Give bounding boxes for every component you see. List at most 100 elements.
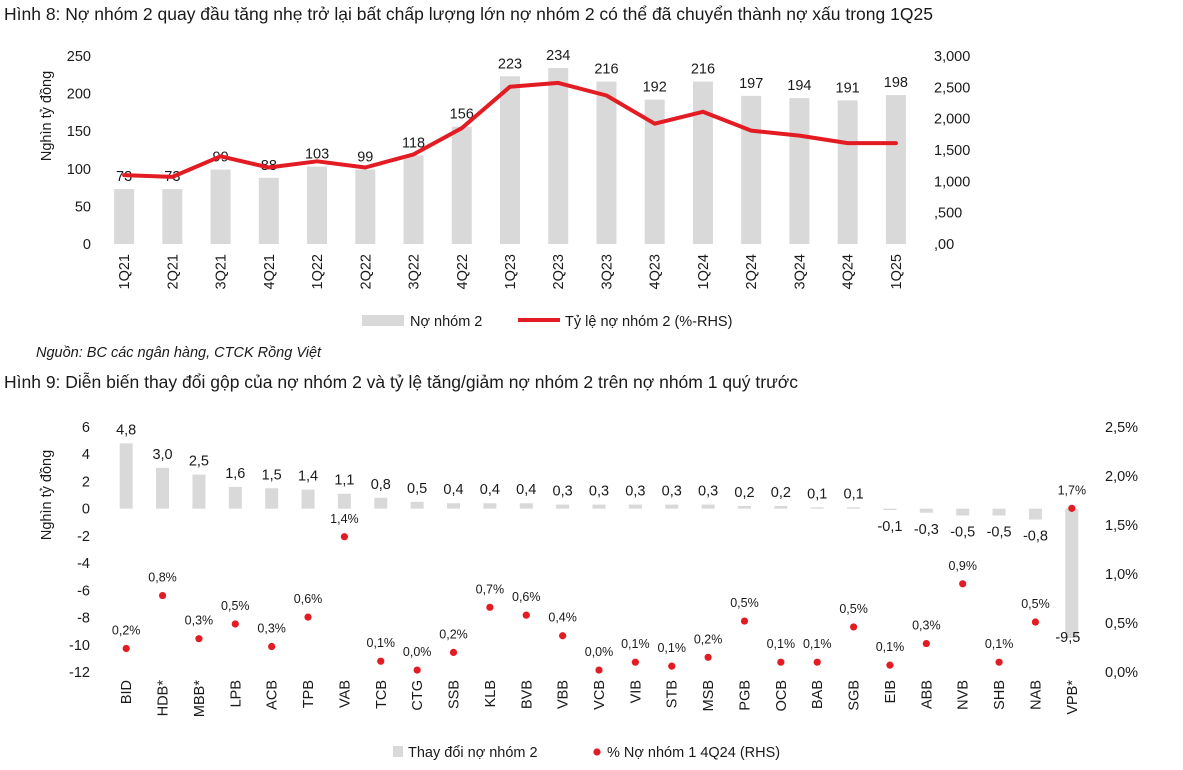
scatter-value-label: 0,6% xyxy=(294,592,323,606)
scatter-point xyxy=(122,644,130,653)
bar xyxy=(810,507,824,509)
y-tick-label: 2 xyxy=(82,474,90,490)
x-tick-label: MBB* xyxy=(192,680,208,717)
y-tick-label: 0 xyxy=(83,237,91,253)
legend-bar-label: Thay đổi nợ nhóm 2 xyxy=(408,745,538,761)
x-tick-label: SGB xyxy=(847,680,863,711)
x-tick-label: ACB xyxy=(265,680,281,710)
scatter-value-label: 0,2% xyxy=(112,623,141,637)
bar xyxy=(337,493,351,509)
scatter-point xyxy=(340,533,349,541)
bar xyxy=(410,501,424,509)
x-tick-label: BVB xyxy=(519,680,535,709)
y-tick-label: 250 xyxy=(67,49,91,65)
bar xyxy=(628,504,642,509)
y-tick-label: -10 xyxy=(69,638,90,654)
bar xyxy=(665,504,679,509)
scatter-point xyxy=(1068,504,1076,512)
y-tick-label: -6 xyxy=(77,583,90,599)
scatter-point xyxy=(849,623,858,631)
x-tick-label: VAB xyxy=(337,680,353,708)
x-tick-label: 1Q23 xyxy=(503,254,519,289)
bar-value-label: 216 xyxy=(594,62,618,78)
bar xyxy=(156,467,170,509)
bar xyxy=(355,169,376,244)
scatter-point xyxy=(268,642,276,651)
x-tick-label: KLB xyxy=(483,680,499,707)
bar xyxy=(556,504,570,509)
scatter-point xyxy=(449,648,458,657)
y2-tick-label: 2,500 xyxy=(934,80,970,96)
bar-value-label: 1,5 xyxy=(262,467,282,483)
x-tick-label: 4Q24 xyxy=(841,254,857,289)
x-tick-label: LPB xyxy=(228,680,244,707)
scatter-point xyxy=(995,658,1003,666)
bar xyxy=(228,486,242,509)
chart-npl-group2-trend: 0 50 100 150 200 250 ,00 ,500 1,000 1,500 2,000 2,5… xyxy=(39,48,970,330)
bar xyxy=(956,508,970,516)
bar-value-label: 0,1 xyxy=(844,486,864,502)
scatter-value-label: 1,4% xyxy=(330,512,359,526)
y2-tick-label: 2,000 xyxy=(934,112,970,128)
bar xyxy=(451,126,472,244)
bar-value-label: -0,3 xyxy=(914,522,939,538)
y2-tick-label: 0,5% xyxy=(1105,616,1138,632)
y-tick-label: 0 xyxy=(82,502,90,518)
bar xyxy=(258,177,279,244)
bar-value-label: 0,2 xyxy=(771,485,791,501)
scatter-value-label: 0,2% xyxy=(439,627,468,641)
scatter-point xyxy=(1031,618,1040,626)
y-tick-label: -2 xyxy=(77,529,90,545)
scatter-point xyxy=(813,658,821,666)
y-tick-label: -12 xyxy=(69,665,90,681)
x-tick-label: 3Q23 xyxy=(599,254,615,289)
scatter-value-label: 0,5% xyxy=(1021,597,1050,611)
y2-tick-label: ,00 xyxy=(934,237,954,253)
legend-bar-swatch xyxy=(393,746,403,757)
bar-value-label: 0,1 xyxy=(807,486,827,502)
bar-value-label: 0,4 xyxy=(480,482,500,498)
scatter-value-label: 0,9% xyxy=(948,559,977,573)
x-tick-label: 2Q22 xyxy=(358,254,374,289)
y-tick-label: 6 xyxy=(82,420,90,436)
bar xyxy=(919,508,933,513)
bar-value-label: 103 xyxy=(305,147,329,163)
x-tick-label: VBB xyxy=(556,680,572,709)
bar-value-label: 191 xyxy=(836,80,860,96)
bar xyxy=(1065,508,1079,638)
bar xyxy=(592,504,606,509)
scatter-value-label: 0,1% xyxy=(657,641,686,655)
ratio-line xyxy=(122,80,898,179)
bar-value-label: 156 xyxy=(450,107,474,123)
bar xyxy=(192,474,206,509)
bar xyxy=(701,504,715,509)
x-tick-label: 2Q21 xyxy=(165,254,181,289)
bar xyxy=(992,508,1006,516)
x-tick-label: EIB xyxy=(883,680,899,703)
y2-tick-label: 1,5% xyxy=(1105,518,1138,534)
x-tick-label: CTG xyxy=(410,680,426,711)
x-tick-label: OCB xyxy=(774,680,790,711)
x-tick-label: NVB xyxy=(956,680,972,710)
scatter-value-label: 0,1% xyxy=(621,637,650,651)
bar-value-label: -0,5 xyxy=(987,524,1012,540)
x-tick-label: PGB xyxy=(737,680,753,711)
bar xyxy=(307,166,328,244)
y2-tick-label: 1,0% xyxy=(1105,567,1138,583)
scatter-point xyxy=(740,617,749,625)
legend-dot-label: % Nợ nhóm 1 4Q24 (RHS) xyxy=(607,745,780,761)
scatter-point xyxy=(158,591,167,600)
scatter-value-label: 0,2% xyxy=(694,632,723,646)
bar-value-label: 4,8 xyxy=(116,422,136,438)
bar-value-label: -0,1 xyxy=(877,519,902,535)
bar xyxy=(644,99,665,244)
x-tick-label: BAB xyxy=(810,680,826,709)
scatter-value-label: 0,4% xyxy=(548,611,577,625)
bar-value-label: 197 xyxy=(739,76,763,92)
bar-value-label: 0,2 xyxy=(734,485,754,501)
bar-value-label: 216 xyxy=(691,62,715,78)
x-tick-label: 2Q24 xyxy=(744,254,760,289)
figure8-source: Nguồn: BC các ngân hàng, CTCK Rồng Việt xyxy=(36,345,322,361)
scatter-point xyxy=(486,603,494,611)
